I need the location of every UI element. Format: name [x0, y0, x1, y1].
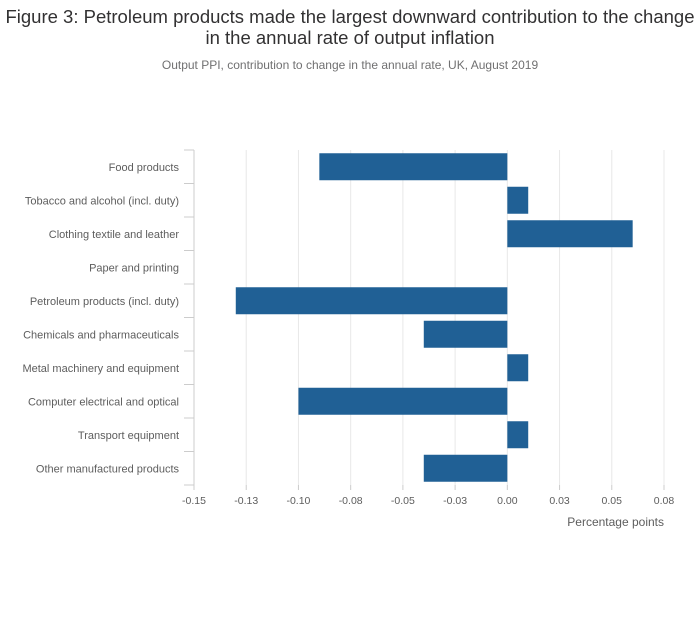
- x-tick-label: -0.05: [391, 495, 415, 507]
- category-label: Chemicals and pharmaceuticals: [23, 329, 179, 341]
- x-tick-label: -0.08: [339, 495, 363, 507]
- category-label: Other manufactured products: [36, 463, 180, 475]
- grid-lines: [193, 150, 665, 485]
- x-tick-label: 0.03: [549, 495, 570, 507]
- x-axis-label: Percentage points: [567, 515, 664, 529]
- x-tick-label: 0.05: [602, 495, 623, 507]
- y-axis: Food products Tobacco and alcohol (incl. …: [22, 149, 195, 486]
- category-label: Computer electrical and optical: [28, 396, 179, 408]
- chart-title: Figure 3: Petroleum products made the la…: [5, 6, 695, 48]
- category-label: Paper and printing: [89, 262, 179, 274]
- x-tick-label: 0.00: [497, 495, 518, 507]
- x-tick-label: -0.15: [182, 495, 206, 507]
- bar-series: [235, 153, 633, 482]
- bar: [507, 186, 529, 214]
- bar: [423, 320, 508, 348]
- category-label: Tobacco and alcohol (incl. duty): [25, 195, 179, 207]
- bar: [507, 354, 529, 382]
- x-tick-label: -0.03: [443, 495, 467, 507]
- category-label: Clothing textile and leather: [49, 229, 180, 241]
- x-tick-label: -0.13: [234, 495, 258, 507]
- category-label: Petroleum products (incl. duty): [30, 296, 179, 308]
- x-axis: -0.15 -0.13 -0.10 -0.08 -0.05 -0.03 0.00 0.03 0.…: [182, 485, 674, 507]
- category-label: Transport equipment: [78, 430, 179, 442]
- category-label: Food products: [109, 162, 180, 174]
- x-tick-label: -0.10: [286, 495, 310, 507]
- bar: [319, 153, 508, 181]
- bar: [507, 220, 633, 248]
- bar: [298, 387, 508, 415]
- bar: [423, 454, 508, 482]
- chart-subtitle: Output PPI, contribution to change in th…: [161, 58, 539, 72]
- bar: [235, 287, 508, 315]
- bar: [507, 421, 529, 449]
- x-tick-label: 0.08: [654, 495, 675, 507]
- category-label: Metal machinery and equipment: [22, 363, 179, 375]
